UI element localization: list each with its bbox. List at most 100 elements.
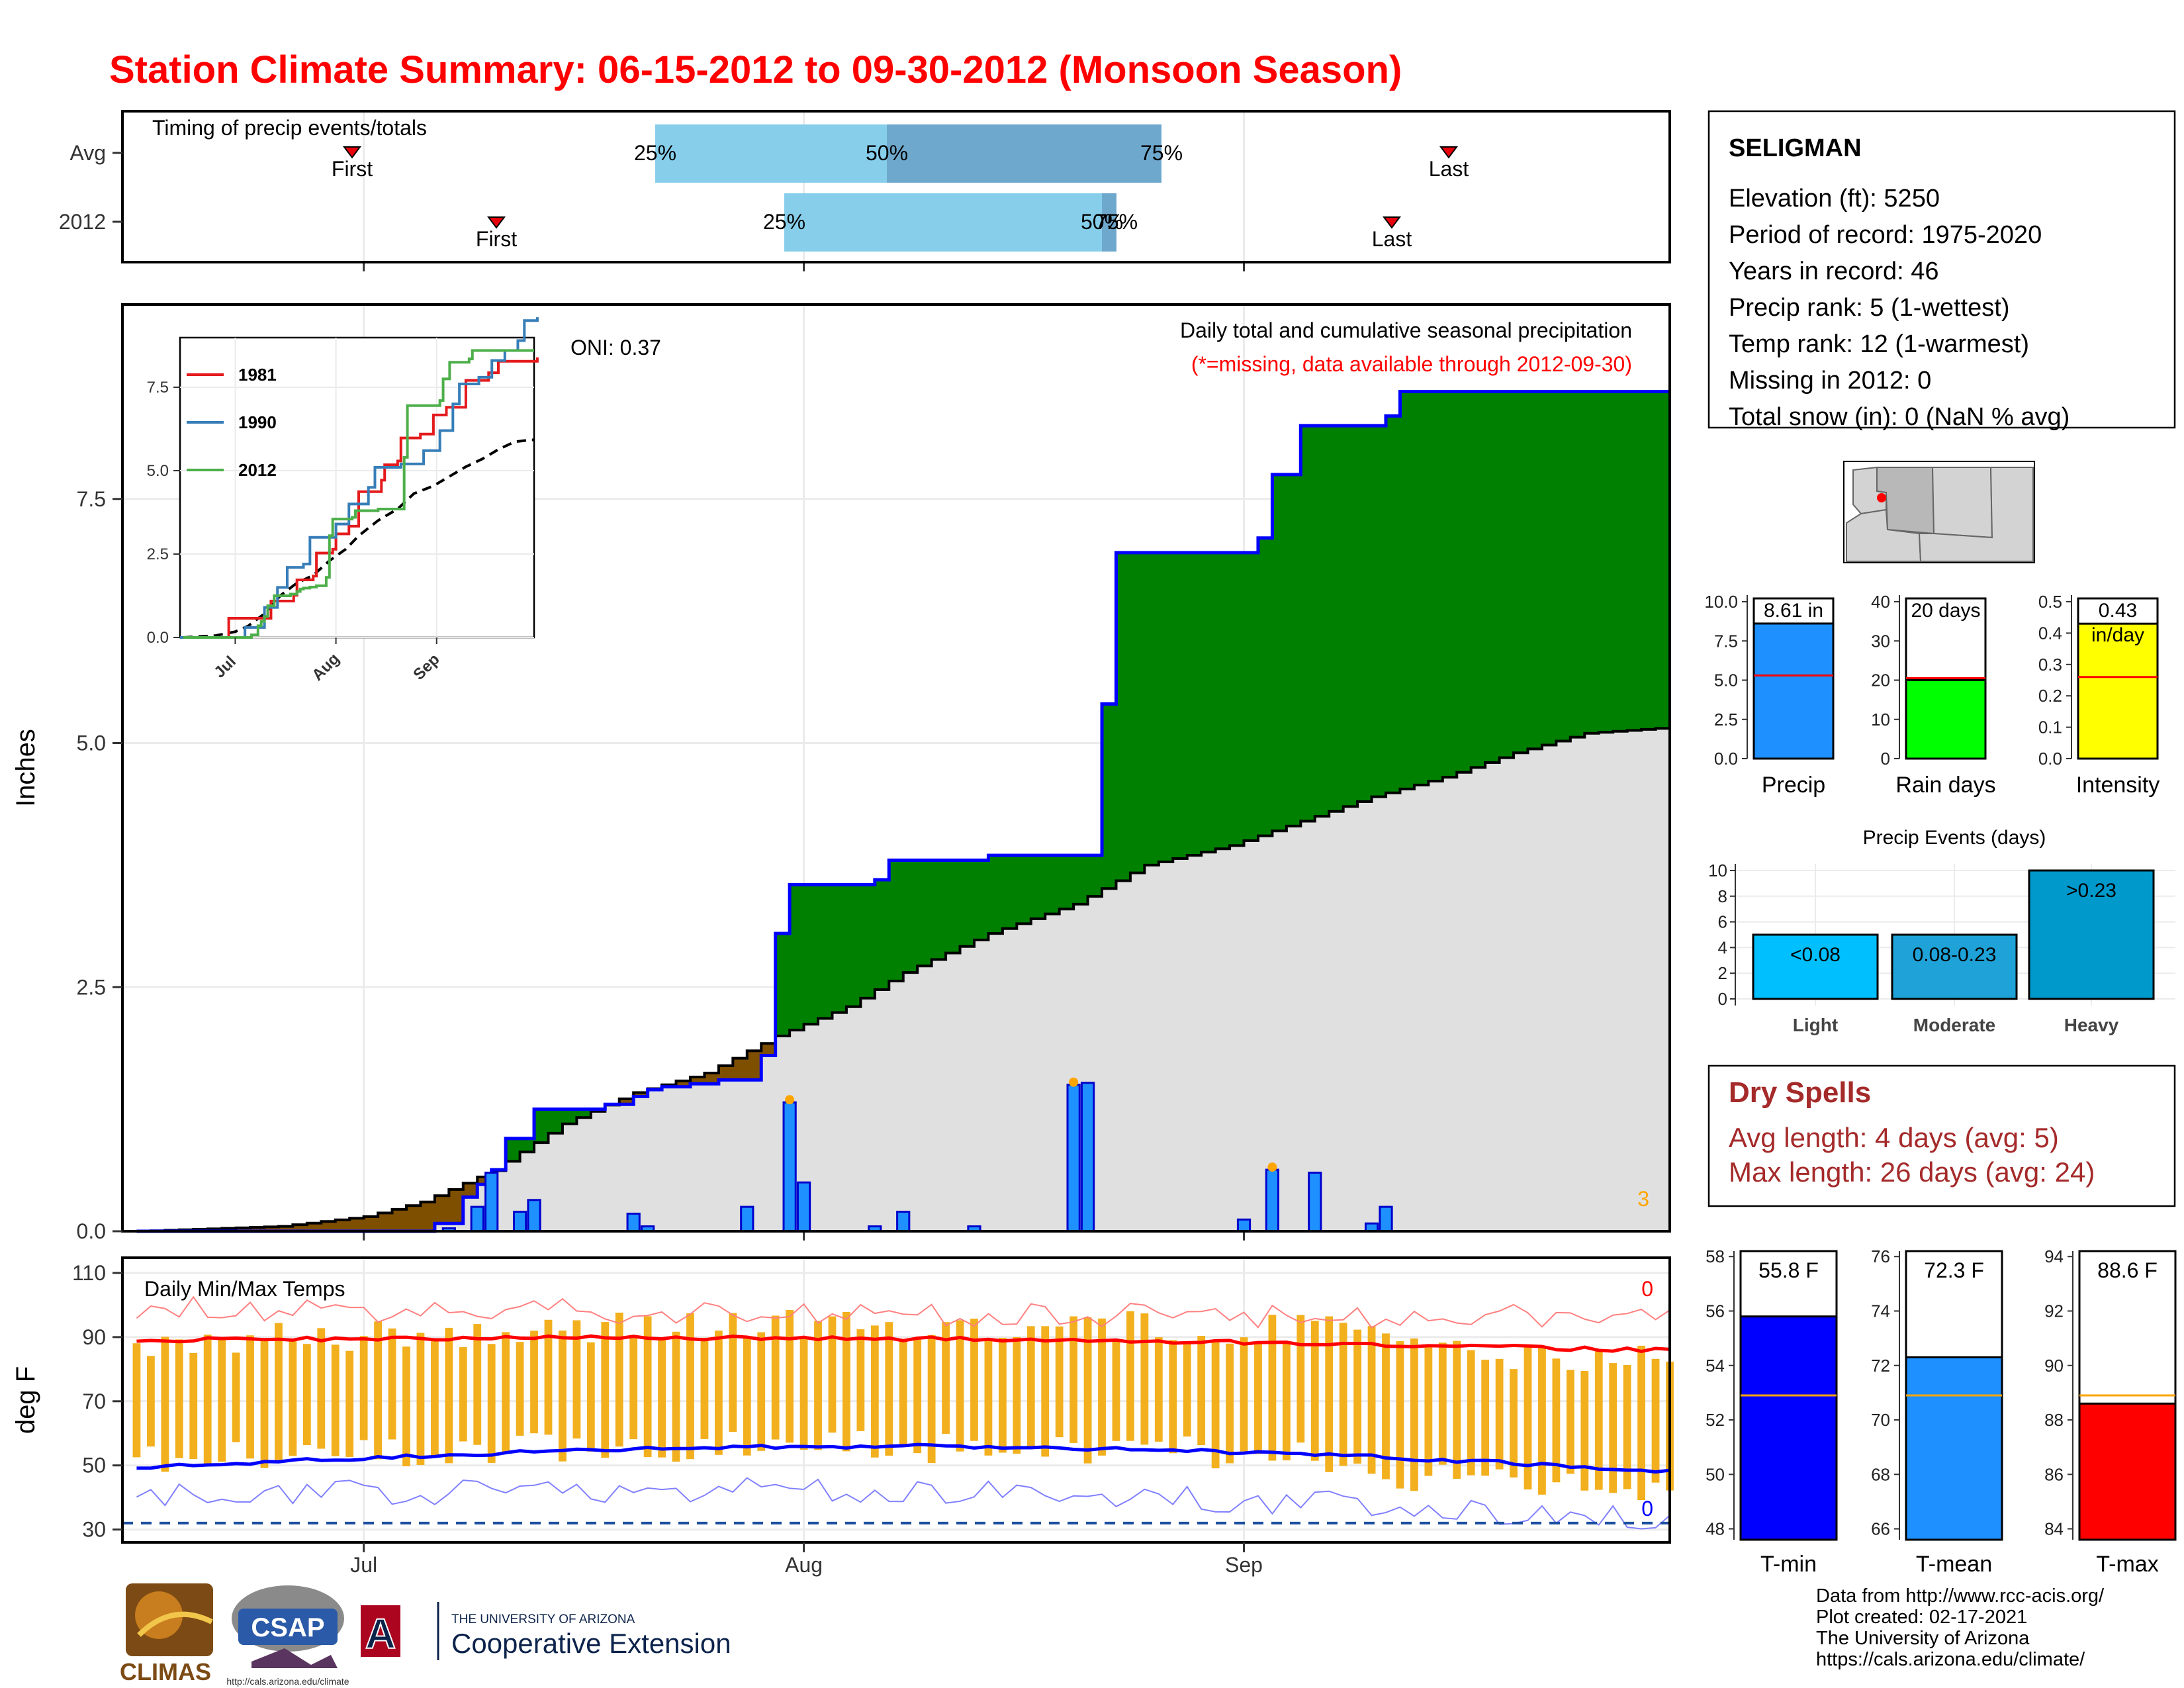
summary-bar-charts: 10.0 7.5 5.0 2.5 0.0 8.61 in Precip 40 30 20 10 0 20… xyxy=(1704,592,2160,798)
average-high-line xyxy=(136,1334,1670,1354)
daily-temp-range-bar xyxy=(516,1342,524,1436)
daily-temp-range-bar xyxy=(1552,1358,1561,1483)
daily-temp-range-bar xyxy=(799,1336,808,1450)
credit-line: https://cals.arizona.edu/climate/ xyxy=(1816,1649,2085,1670)
summary-intensity-label: Intensity xyxy=(2076,773,2160,798)
temp-panel-label: Daily Min/Max Temps xyxy=(144,1277,345,1301)
events-bar-value: 0.08-0.23 xyxy=(1913,944,1997,966)
main-y-tick-label: 0.0 xyxy=(77,1219,106,1243)
inset-1990-line xyxy=(180,317,539,639)
daily-temp-range-bar xyxy=(658,1340,666,1458)
events-bar-light xyxy=(1752,933,1879,1000)
temp-tmin-tick: 52 xyxy=(1706,1410,1725,1430)
summary-intensity-tick: 0.0 xyxy=(2038,749,2062,769)
daily-temp-range-bar xyxy=(1637,1345,1645,1500)
daily-precip-bar xyxy=(740,1205,754,1233)
daily-temp-range-bar xyxy=(714,1331,723,1455)
events-bar-moderate xyxy=(1891,933,2018,1000)
temp-y-axis-label: deg F xyxy=(11,1366,40,1434)
daily-temp-range-bar xyxy=(374,1321,382,1460)
temp-tmean-bar xyxy=(1905,1356,2003,1541)
station-info-line: Years in record: 46 xyxy=(1729,258,1939,285)
daily-temp-range-bar xyxy=(132,1343,141,1458)
events-bar-label: Light xyxy=(1793,1015,1838,1035)
daily-temp-range-bar xyxy=(998,1337,1007,1453)
daily-temp-range-bar xyxy=(700,1337,709,1439)
ua-logo: A THE UNIVERSITY OF ARIZONA Cooperative … xyxy=(361,1602,731,1660)
temp-tmean-tick: 74 xyxy=(1871,1301,1890,1321)
timing-avg-bar-early xyxy=(655,124,887,183)
daily-temp-range-bar xyxy=(1126,1311,1134,1441)
events-y-tick: 2 xyxy=(1718,963,1727,983)
locator-map xyxy=(1843,461,2035,563)
daily-temp-range-bar xyxy=(1382,1333,1390,1479)
daily-temp-range-bar xyxy=(302,1344,311,1446)
station-info-line: Missing in 2012: 0 xyxy=(1729,367,1931,395)
inset-legend: 1981 1990 2012 xyxy=(187,365,277,480)
daily-temp-range-bar xyxy=(913,1337,922,1454)
inset-y-tick-label: 0.0 xyxy=(147,629,169,647)
below-average-area xyxy=(150,1043,776,1231)
daily-precip-bar xyxy=(1379,1205,1393,1233)
daily-temp-range-bar xyxy=(1580,1370,1589,1491)
timing-label: Timing of precip events/totals xyxy=(152,116,427,140)
main-y-axis-label: Inches xyxy=(11,729,40,807)
timing-row-2012: 2012 xyxy=(59,210,106,234)
credit-line: Data from http://www.rcc-acis.org/ xyxy=(1816,1585,2105,1607)
2012-p50-label: 50% xyxy=(1081,210,1123,234)
station-info-line: Precip rank: 5 (1-wettest) xyxy=(1729,294,2009,322)
summary-precip-tick: 5.0 xyxy=(1714,671,1738,690)
temp-tmin-tick: 58 xyxy=(1706,1246,1725,1266)
daily-temp-range-bar xyxy=(559,1331,567,1462)
missing-note: (*=missing, data available through 2012-… xyxy=(1191,352,1632,376)
avg-p50-label: 50% xyxy=(866,141,908,165)
inset-legend-2012: 2012 xyxy=(238,460,277,480)
average-low-line xyxy=(136,1442,1670,1474)
2012-last-marker-icon xyxy=(1383,216,1401,229)
avg-p25-label: 25% xyxy=(634,141,676,165)
daily-temp-range-bar xyxy=(345,1350,354,1457)
daily-temp-range-bar xyxy=(743,1338,751,1456)
temp-y-tick-label: 90 xyxy=(82,1325,106,1349)
temp-tmin-tick: 48 xyxy=(1706,1519,1725,1539)
summary-precip-tick: 10.0 xyxy=(1704,592,1738,612)
timing-2012-bar-late xyxy=(1102,193,1116,252)
station-name: SELIGMAN xyxy=(1729,134,1862,162)
temp-y-tick-label: 70 xyxy=(82,1389,106,1413)
ua-big-text: Cooperative Extension xyxy=(451,1628,731,1659)
summary-intensity-value: 0.43 xyxy=(2099,600,2137,622)
temp-tmax-tick: 84 xyxy=(2044,1519,2064,1539)
daily-temp-range-bar xyxy=(1254,1342,1262,1454)
2012-p25-label: 25% xyxy=(763,210,805,234)
daily-temp-range-bar xyxy=(1098,1318,1106,1456)
temp-tmean-tick: 70 xyxy=(1871,1410,1890,1430)
summary-precip-tick: 2.5 xyxy=(1714,710,1738,729)
summary-raindays-tick: 30 xyxy=(1871,631,1890,651)
inset-legend-1990: 1990 xyxy=(238,412,277,432)
avg-p75-label: 75% xyxy=(1140,141,1183,165)
daily-temp-range-bar xyxy=(1197,1336,1206,1446)
daily-temp-range-bar xyxy=(856,1329,865,1431)
summary-raindays-value: 20 days xyxy=(1911,600,1980,622)
avg-last-marker-icon xyxy=(1439,146,1458,159)
daily-temp-range-bar xyxy=(1467,1350,1475,1476)
inset-y-tick-label: 2.5 xyxy=(147,545,169,563)
daily-temp-range-bar xyxy=(1226,1343,1234,1464)
temp-tmax-tick: 94 xyxy=(2044,1246,2064,1266)
daily-temp-range-bar xyxy=(487,1344,496,1463)
inset-cumulative-chart: 0.02.55.07.5 Jul Aug Sep 1981 1990 2012 xyxy=(147,317,539,684)
daily-temp-range-bar xyxy=(317,1328,326,1449)
temp-tmax-tick: 88 xyxy=(2044,1410,2064,1430)
summary-intensity-tick: 0.5 xyxy=(2038,592,2062,612)
daily-temp-range-bar xyxy=(1453,1340,1461,1479)
daily-temp-range-bar xyxy=(1183,1343,1191,1437)
daily-temp-range-bar xyxy=(643,1316,652,1458)
temp-tmean-tick: 66 xyxy=(1871,1519,1890,1539)
daily-temp-range-bar xyxy=(814,1321,822,1450)
daily-temp-range-bar xyxy=(260,1339,269,1468)
temp-tmin-bar xyxy=(1739,1315,1838,1541)
daily-temp-range-bar xyxy=(289,1338,297,1456)
events-y-tick: 4 xyxy=(1718,937,1727,957)
temp-tmax-label: T-max xyxy=(2096,1552,2158,1577)
daily-temp-range-bar xyxy=(956,1320,964,1452)
